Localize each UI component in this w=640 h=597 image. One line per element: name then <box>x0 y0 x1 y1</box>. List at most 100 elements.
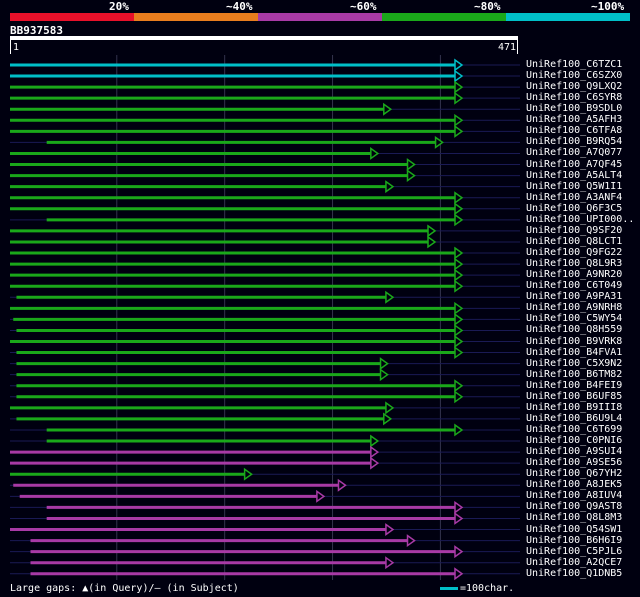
hit-arrowhead <box>454 113 464 127</box>
legend-percent-label: ~40% <box>226 0 253 13</box>
hit-label[interactable]: UniRef100_A8JEK5 <box>526 479 623 491</box>
hit-arrowhead <box>370 456 380 470</box>
scale-legend: =100char. <box>440 583 514 594</box>
hit-arrowhead <box>385 290 395 304</box>
hit-label[interactable]: UniRef100_Q54SW1 <box>526 523 623 535</box>
hit-label[interactable]: UniRef100_C5X9N2 <box>526 357 623 369</box>
hit-label[interactable]: UniRef100_Q8LCT1 <box>526 235 623 247</box>
hit-arrowhead <box>427 235 437 249</box>
hit-label[interactable]: UniRef100_A9NRH8 <box>526 302 623 314</box>
legend-segment <box>10 13 134 21</box>
hit-arrowhead <box>370 434 380 448</box>
hit-label[interactable]: UniRef100_C6T699 <box>526 423 623 435</box>
hit-arrowhead <box>385 556 395 570</box>
footer-gap-legend: Large gaps: ▲(in Query)/– (in Subject) <box>10 583 239 594</box>
ruler-start-tick <box>10 40 11 54</box>
hit-arrowhead <box>454 191 464 205</box>
ruler-start-label: 1 <box>13 42 20 53</box>
hit-arrowhead <box>454 312 464 326</box>
hit-arrowhead <box>427 224 437 238</box>
hit-label[interactable]: UniRef100_A9SE56 <box>526 457 623 469</box>
hit-arrowhead <box>379 357 389 371</box>
hit-label[interactable]: UniRef100_B9VRK8 <box>526 335 623 347</box>
query-ruler <box>10 36 518 40</box>
hit-label[interactable]: UniRef100_Q9AST8 <box>526 501 623 513</box>
hit-label[interactable]: UniRef100_Q9SF20 <box>526 224 623 236</box>
hit-label[interactable]: UniRef100_C6TFA8 <box>526 125 623 137</box>
hit-label[interactable]: UniRef100_C6T049 <box>526 280 623 292</box>
hit-label[interactable]: UniRef100_Q8H559 <box>526 324 623 336</box>
hit-label[interactable]: UniRef100_B4FEI9 <box>526 379 623 391</box>
hit-arrowhead <box>454 246 464 260</box>
hit-arrowhead <box>454 567 464 581</box>
hit-arrowhead <box>454 545 464 559</box>
hit-label[interactable]: UniRef100_A3ANF4 <box>526 191 623 203</box>
hit-arrowhead <box>454 91 464 105</box>
hit-label[interactable]: UniRef100_UPI000.. <box>526 213 635 225</box>
scale-text: =100char. <box>460 583 515 594</box>
hit-label[interactable]: UniRef100_Q8L9R3 <box>526 258 623 270</box>
hit-label[interactable]: UniRef100_A9PA31 <box>526 291 623 303</box>
hit-label[interactable]: UniRef100_C5WY54 <box>526 313 623 325</box>
hit-arrowhead <box>454 512 464 525</box>
hit-arrowhead <box>454 279 464 293</box>
hit-arrowhead <box>406 169 416 183</box>
hit-label[interactable]: UniRef100_A8IUV4 <box>526 490 623 502</box>
hit-label[interactable]: UniRef100_Q67YH2 <box>526 468 623 480</box>
hit-label[interactable]: UniRef100_Q9LXQ2 <box>526 81 623 93</box>
hit-label[interactable]: UniRef100_A5AFH3 <box>526 114 623 126</box>
hit-label[interactable]: UniRef100_A7Q077 <box>526 147 623 159</box>
identity-color-legend <box>10 13 630 21</box>
legend-percent-label: ~80% <box>474 0 501 13</box>
hit-arrowhead <box>454 346 464 360</box>
hit-label[interactable]: UniRef100_C6SZX0 <box>526 70 623 82</box>
hit-label[interactable]: UniRef100_B9SDL0 <box>526 103 623 115</box>
hit-label[interactable]: UniRef100_C6TZC1 <box>526 59 623 70</box>
hit-arrowhead <box>406 158 416 171</box>
hit-label[interactable]: UniRef100_B9III8 <box>526 401 623 413</box>
hit-label[interactable]: UniRef100_C6SYR8 <box>526 92 623 104</box>
hit-arrowhead <box>383 102 393 116</box>
hit-label[interactable]: UniRef100_Q6F3C5 <box>526 202 623 214</box>
hit-arrowhead <box>454 124 464 138</box>
legend-percent-label: ~60% <box>350 0 377 13</box>
legend-segment <box>134 13 258 21</box>
hit-arrowhead <box>454 58 464 72</box>
legend-segment <box>382 13 506 21</box>
hit-label[interactable]: UniRef100_A7QF45 <box>526 158 623 170</box>
hit-label[interactable]: UniRef100_B4FVA1 <box>526 346 623 358</box>
hit-arrowhead <box>243 467 253 481</box>
hit-arrowhead <box>454 213 464 227</box>
hit-arrowhead <box>370 147 380 160</box>
hit-arrowhead <box>316 489 326 503</box>
hit-arrowhead <box>454 500 464 514</box>
hit-label[interactable]: UniRef100_Q8L8M3 <box>526 512 623 524</box>
hit-label[interactable]: UniRef100_Q5W1I1 <box>526 180 623 192</box>
hit-label[interactable]: UniRef100_Q9FG22 <box>526 247 623 259</box>
hit-label[interactable]: UniRef100_B6U9L4 <box>526 412 623 424</box>
ruler-end-tick <box>517 40 518 54</box>
hit-label[interactable]: UniRef100_B6H6I9 <box>526 534 623 546</box>
ruler-end-label: 471 <box>498 42 517 53</box>
hit-label[interactable]: UniRef100_B6UF85 <box>526 390 623 402</box>
hit-arrowhead <box>454 379 464 393</box>
hit-label[interactable]: UniRef100_Q1DNB5 <box>526 567 623 579</box>
hit-label[interactable]: UniRef100_C0PNI6 <box>526 435 623 447</box>
hit-arrowhead <box>370 445 380 459</box>
hit-arrowhead <box>379 368 389 382</box>
hit-label[interactable]: UniRef100_C5PJL6 <box>526 545 623 557</box>
hit-arrowhead <box>454 390 464 404</box>
scale-line-icon <box>440 586 458 590</box>
hit-label[interactable]: UniRef100_A5ALT4 <box>526 169 623 181</box>
legend-percent-label: 20% <box>109 0 129 13</box>
query-id: BB937583 <box>10 24 63 37</box>
hit-label[interactable]: UniRef100_B9RQ54 <box>526 136 623 148</box>
hit-arrowhead <box>454 423 464 437</box>
hit-label[interactable]: UniRef100_A9NR20 <box>526 269 623 281</box>
hit-arrowhead <box>454 80 464 94</box>
hit-label[interactable]: UniRef100_B6TM82 <box>526 368 623 380</box>
hit-label[interactable]: UniRef100_A2QCE7 <box>526 556 623 568</box>
hit-label[interactable]: UniRef100_A9SUI4 <box>526 446 623 458</box>
hit-arrowhead <box>454 257 464 271</box>
